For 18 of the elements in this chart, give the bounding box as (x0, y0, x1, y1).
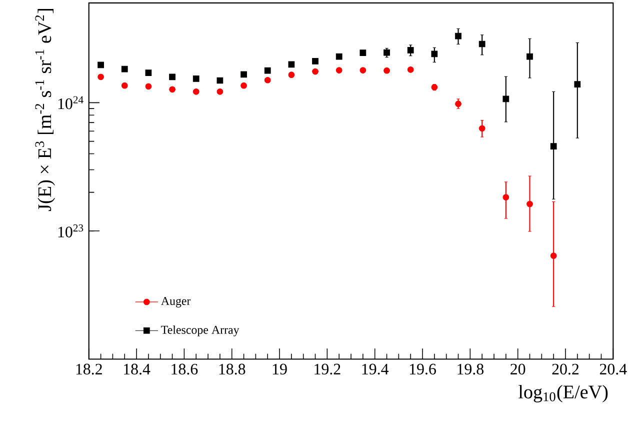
x-tick-label: 19.2 (314, 364, 340, 375)
x-tick-label: 19.8 (458, 364, 484, 375)
x-tick-label: 18.6 (172, 364, 198, 375)
text: J(E) × E$^{3}$ [m$^{-2}$ s$^{-1}$ sr$^{-1}$ eV$^{2}$] (35, 9, 55, 212)
x-tick-label: 20.4 (600, 364, 627, 375)
x-tick-label: 18.2 (76, 364, 102, 375)
x-axis-title: log$_{10}$(E/eV) (518, 385, 608, 402)
x-tick-label: 19.4 (362, 364, 389, 375)
x-tick-label: 19.6 (410, 364, 436, 375)
x-tick-label: 20 (510, 364, 526, 375)
x-tick-label: 19 (272, 364, 287, 375)
legend-label: Telescope Array (161, 326, 240, 336)
y-tick-label: 10$^{24}$ (58, 96, 84, 110)
legend-label: Auger (161, 297, 191, 308)
x-tick-label: 18.8 (219, 364, 246, 375)
x-tick-label: 20.2 (552, 364, 579, 375)
x-tick-label: 18.4 (124, 364, 150, 375)
y-tick-label: 10$^{23}$ (58, 224, 84, 238)
